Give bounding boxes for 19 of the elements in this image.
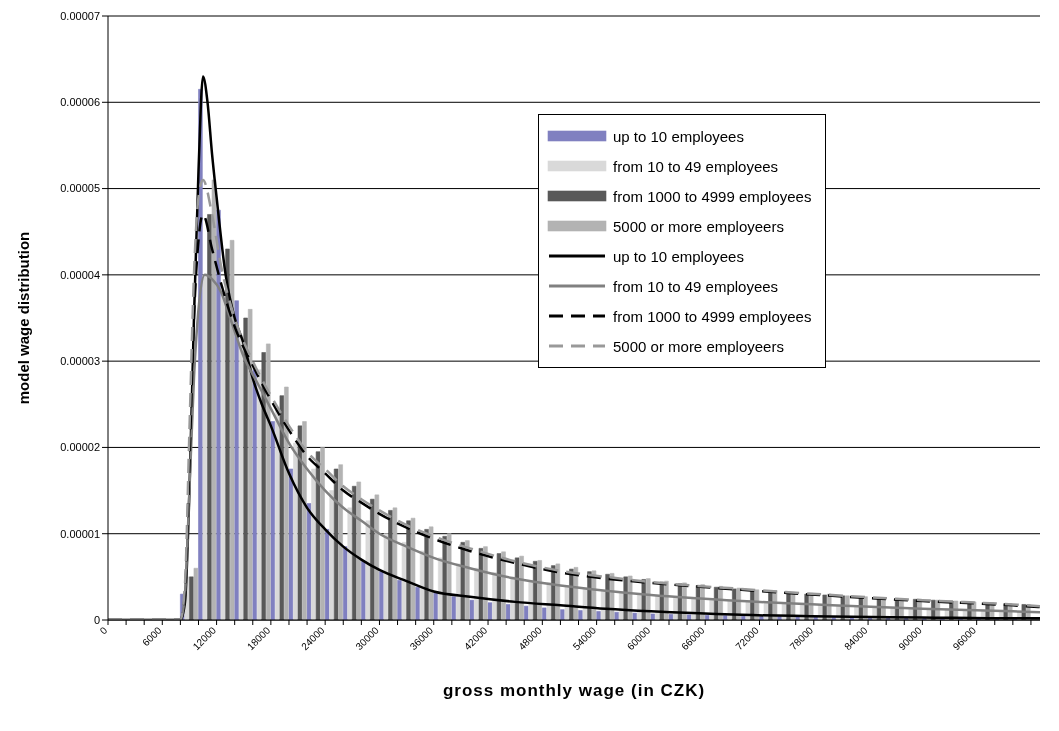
legend-label: 5000 or more employeers: [613, 337, 784, 355]
legend-label: up to 10 employees: [613, 127, 744, 145]
x-tick-label: 0: [97, 624, 110, 637]
y-tick-label: 0.00006: [60, 96, 100, 109]
y-tick-label: 0.00005: [60, 182, 100, 195]
x-axis-title: gross monthly wage (in CZK): [442, 681, 706, 700]
y-tick-label: 0.00003: [60, 355, 100, 368]
legend-label: from 10 to 49 employees: [613, 277, 779, 295]
legend-label: from 1000 to 4999 employees: [613, 307, 812, 325]
legend-label: from 10 to 49 employees: [613, 157, 779, 175]
legend-label: 5000 or more employeers: [613, 217, 784, 235]
y-tick-label: 0.00004: [60, 268, 100, 281]
y-axis-title: model wage distribution: [15, 231, 33, 405]
y-tick-label: 0.00002: [60, 441, 100, 454]
y-tick-label: 0.00001: [60, 527, 100, 540]
legend-label: up to 10 employees: [613, 247, 744, 265]
legend-label: from 1000 to 4999 employees: [613, 187, 812, 205]
y-tick-label: 0.00007: [60, 9, 100, 22]
y-tick-label: 0: [93, 613, 100, 626]
